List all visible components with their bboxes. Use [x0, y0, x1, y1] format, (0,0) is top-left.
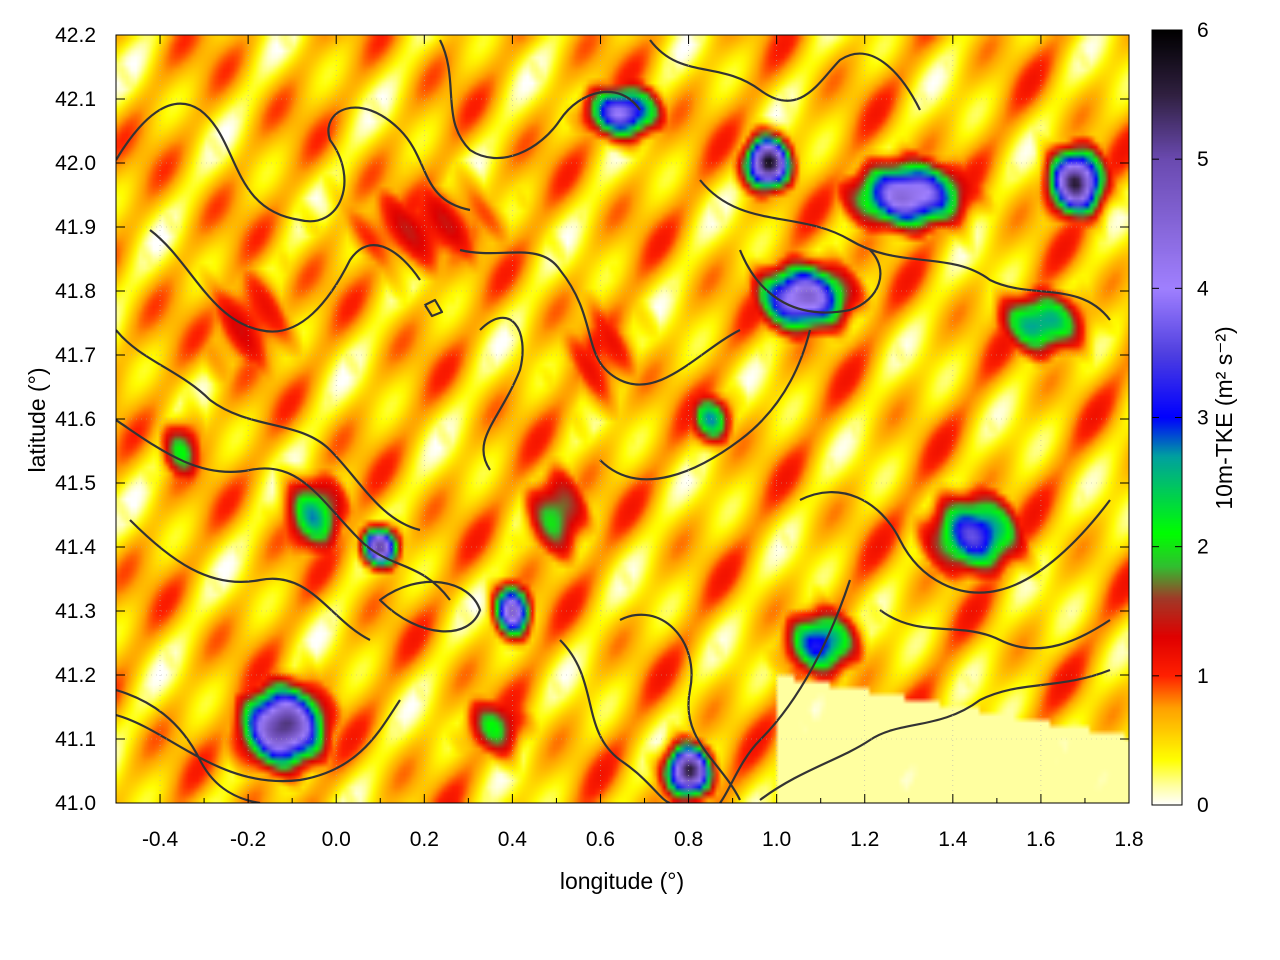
contour-line — [799, 491, 1111, 594]
contour-line — [738, 249, 882, 314]
contour-line — [116, 688, 261, 803]
x-axis-label: longitude (°) — [560, 868, 684, 894]
y-tick-label: 41.8 — [55, 280, 96, 303]
y-tick-label: 41.2 — [55, 664, 96, 687]
contour-line — [759, 668, 1111, 801]
colorbar-tick-label: 3 — [1197, 407, 1209, 430]
contour-line — [116, 699, 401, 783]
x-tick-label: 0.2 — [410, 828, 439, 851]
y-tick-label: 41.7 — [55, 344, 96, 367]
heatmap-field — [116, 35, 1129, 803]
colorbar: 0 1 2 3 4 5 6 10m-TKE (m² s⁻²) — [1151, 19, 1237, 817]
y-tick-label: 41.3 — [55, 600, 96, 623]
y-tick-label: 42.2 — [55, 24, 96, 47]
x-tick-label: 0.6 — [586, 828, 615, 851]
contour-line — [116, 102, 471, 223]
y-tick-label: 41.1 — [55, 728, 96, 751]
colorbar-tick-label: 4 — [1197, 277, 1209, 300]
contour-line — [479, 316, 524, 471]
contour-line — [719, 579, 852, 803]
plot-area — [115, 34, 1130, 804]
x-tick-label: 1.4 — [938, 828, 968, 851]
x-tick-label: 0.8 — [674, 828, 703, 851]
x-tick-label: 0.4 — [498, 828, 528, 851]
y-tick-label: 42.1 — [55, 88, 96, 111]
x-tick-label: 0.0 — [322, 828, 351, 851]
terrain-contour-lines — [116, 39, 1111, 803]
contour-line — [459, 248, 741, 386]
y-tick-label: 41.9 — [55, 216, 96, 239]
y-axis: 41.0 41.1 41.2 41.3 41.4 41.5 41.6 41.7 41.8 41.9… — [55, 24, 1129, 815]
contour-line — [619, 613, 741, 801]
y-tick-label: 42.0 — [55, 152, 96, 175]
colorbar-ticks: 0 1 2 3 4 5 6 — [1152, 19, 1209, 817]
y-axis-label: latitude (°) — [24, 367, 50, 472]
x-tick-label: 1.8 — [1114, 828, 1143, 851]
contour-line — [559, 639, 671, 803]
colorbar-tick-label: 6 — [1197, 19, 1209, 42]
contour-line — [149, 229, 421, 333]
x-tick-label: 1.6 — [1026, 828, 1055, 851]
y-tick-label: 41.0 — [55, 792, 96, 815]
contour-line — [116, 329, 421, 532]
contour-line — [599, 329, 812, 481]
contour-line — [699, 179, 1111, 321]
colorbar-label: 10m-TKE (m² s⁻²) — [1211, 326, 1237, 509]
y-tick-label: 41.6 — [55, 408, 96, 431]
x-axis: -0.4 -0.2 0.0 0.2 0.4 0.6 0.8 1.0 1.2 1.4 1.6 1.8 — [142, 35, 1144, 851]
contour-line — [423, 298, 444, 318]
colorbar-tick-label: 5 — [1197, 148, 1209, 171]
contour-line — [129, 519, 371, 641]
colorbar-tick-label: 0 — [1197, 794, 1209, 817]
y-tick-label: 41.4 — [55, 536, 96, 559]
colorbar-tick-label: 1 — [1197, 665, 1209, 688]
contour-line — [649, 39, 921, 111]
colorbar-tick-label: 2 — [1197, 536, 1209, 559]
contour-line — [439, 39, 641, 160]
contour-line — [378, 580, 482, 633]
contour-line — [879, 609, 1111, 650]
x-tick-label: 1.2 — [850, 828, 879, 851]
x-tick-label: -0.4 — [142, 828, 179, 851]
y-tick-label: 41.5 — [55, 472, 96, 495]
x-tick-label: 1.0 — [762, 828, 791, 851]
x-tick-label: -0.2 — [230, 828, 266, 851]
contour-line — [116, 419, 451, 601]
